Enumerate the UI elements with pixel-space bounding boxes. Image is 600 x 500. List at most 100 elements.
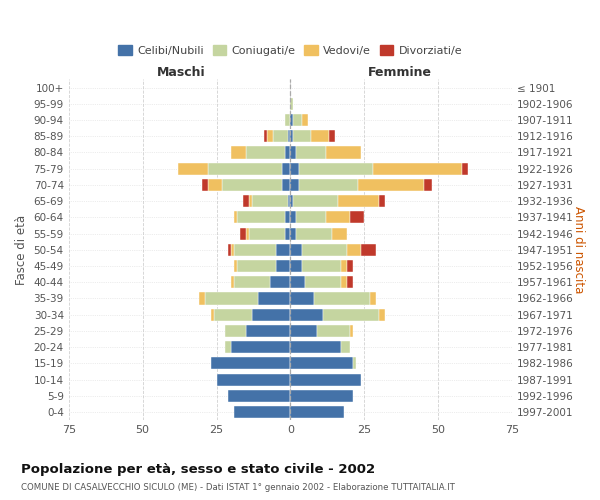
Bar — [338, 195, 379, 207]
Bar — [353, 358, 356, 370]
Bar — [290, 98, 293, 110]
Bar — [296, 212, 326, 224]
Bar — [264, 130, 267, 142]
Bar — [287, 130, 290, 142]
Bar — [234, 244, 275, 256]
Bar — [290, 179, 299, 191]
Bar — [232, 146, 246, 158]
Bar — [379, 308, 385, 321]
Bar — [293, 130, 311, 142]
Bar — [341, 341, 350, 353]
Bar — [205, 292, 258, 304]
Bar — [208, 162, 281, 175]
Bar — [332, 228, 347, 239]
Bar — [284, 228, 290, 239]
Y-axis label: Fasce di età: Fasce di età — [15, 215, 28, 285]
Bar — [358, 179, 424, 191]
Bar — [290, 406, 344, 418]
Bar — [234, 260, 237, 272]
Bar — [284, 114, 290, 126]
Text: COMUNE DI CASALVECCHIO SICULO (ME) - Dati ISTAT 1° gennaio 2002 - Elaborazione T: COMUNE DI CASALVECCHIO SICULO (ME) - Dat… — [21, 482, 455, 492]
Bar — [290, 358, 353, 370]
Bar — [462, 162, 468, 175]
Bar — [370, 292, 376, 304]
Bar — [275, 260, 290, 272]
Bar — [290, 292, 314, 304]
Bar — [373, 162, 462, 175]
Bar — [290, 308, 323, 321]
Bar — [302, 260, 341, 272]
Bar — [290, 341, 341, 353]
Bar — [217, 374, 290, 386]
Bar — [199, 292, 205, 304]
Bar — [214, 308, 252, 321]
Bar — [237, 212, 284, 224]
Bar — [232, 341, 290, 353]
Bar — [240, 228, 246, 239]
Bar — [281, 162, 290, 175]
Bar — [379, 195, 385, 207]
Bar — [302, 244, 347, 256]
Y-axis label: Anni di nascita: Anni di nascita — [572, 206, 585, 294]
Bar — [202, 179, 208, 191]
Bar — [290, 390, 353, 402]
Bar — [226, 325, 246, 337]
Bar — [267, 130, 273, 142]
Bar — [211, 308, 214, 321]
Bar — [290, 228, 296, 239]
Bar — [341, 276, 347, 288]
Bar — [290, 276, 305, 288]
Bar — [290, 146, 296, 158]
Bar — [293, 114, 302, 126]
Bar — [243, 195, 249, 207]
Bar — [326, 212, 350, 224]
Bar — [323, 308, 379, 321]
Bar — [290, 195, 293, 207]
Text: Femmine: Femmine — [368, 66, 432, 80]
Bar — [234, 276, 270, 288]
Bar — [326, 146, 361, 158]
Text: Maschi: Maschi — [157, 66, 205, 80]
Bar — [246, 325, 290, 337]
Bar — [305, 276, 341, 288]
Bar — [290, 244, 302, 256]
Legend: Celibi/Nubili, Coniugati/e, Vedovi/e, Divorziati/e: Celibi/Nubili, Coniugati/e, Vedovi/e, Di… — [114, 41, 467, 60]
Bar — [273, 130, 287, 142]
Bar — [299, 179, 358, 191]
Bar — [350, 325, 353, 337]
Bar — [317, 325, 350, 337]
Bar — [211, 358, 290, 370]
Bar — [229, 390, 290, 402]
Bar — [296, 146, 326, 158]
Text: Popolazione per età, sesso e stato civile - 2002: Popolazione per età, sesso e stato civil… — [21, 462, 375, 475]
Bar — [347, 276, 353, 288]
Bar — [347, 260, 353, 272]
Bar — [270, 276, 290, 288]
Bar — [293, 195, 338, 207]
Bar — [350, 212, 364, 224]
Bar — [290, 130, 293, 142]
Bar — [275, 244, 290, 256]
Bar — [234, 406, 290, 418]
Bar — [246, 146, 284, 158]
Bar — [246, 228, 249, 239]
Bar — [281, 179, 290, 191]
Bar — [290, 212, 296, 224]
Bar — [284, 212, 290, 224]
Bar — [232, 276, 234, 288]
Bar — [237, 260, 275, 272]
Bar — [341, 260, 347, 272]
Bar — [234, 212, 237, 224]
Bar — [314, 292, 370, 304]
Bar — [329, 130, 335, 142]
Bar — [296, 228, 332, 239]
Bar — [232, 244, 234, 256]
Bar — [178, 162, 208, 175]
Bar — [299, 162, 373, 175]
Bar — [287, 195, 290, 207]
Bar — [226, 341, 232, 353]
Bar — [249, 228, 284, 239]
Bar — [208, 179, 223, 191]
Bar — [223, 179, 281, 191]
Bar — [302, 114, 308, 126]
